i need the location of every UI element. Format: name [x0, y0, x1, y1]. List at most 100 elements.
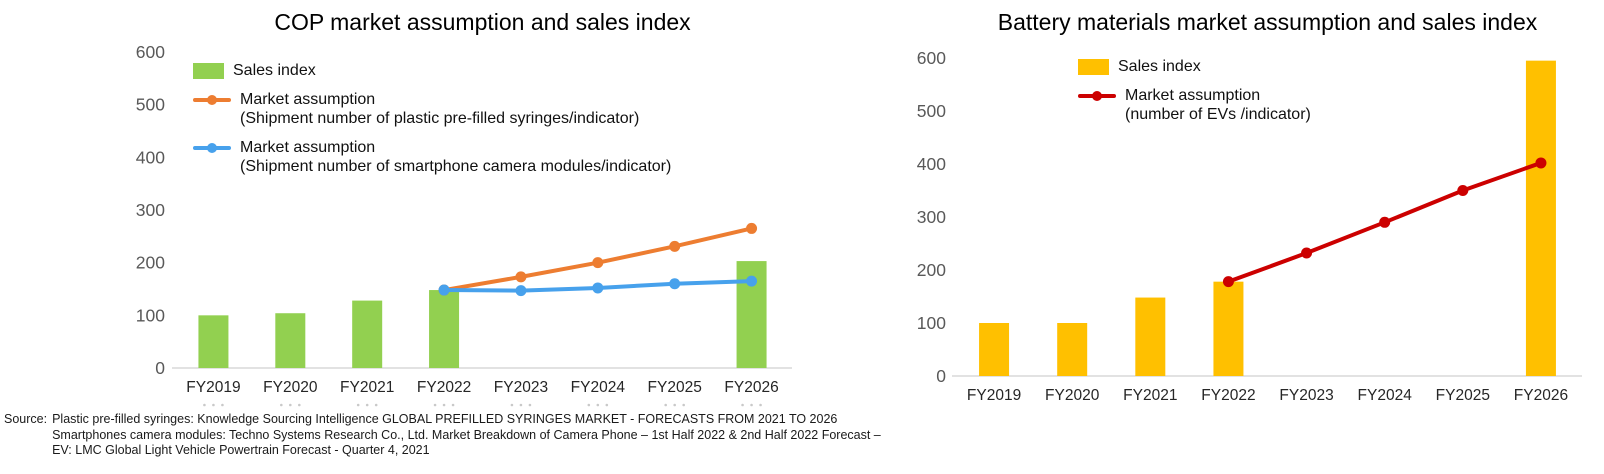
x-axis-category-label: FY2024: [571, 379, 626, 396]
legend-dot-icon: [207, 142, 217, 153]
legend-item-sales-index: Sales index: [193, 61, 671, 81]
x-axis-category-label: FY2023: [1279, 387, 1333, 404]
legend-label-line: (Shipment number of plastic pre-filled s…: [240, 110, 640, 127]
legend-line-marker-icon: [193, 90, 231, 109]
axis-label-dots: [664, 403, 667, 407]
legend-label-line: (Shipment number of smartphone camera mo…: [240, 158, 672, 175]
axis-label-dots: [741, 403, 744, 407]
y-axis-tick-label: 300: [917, 207, 946, 227]
line-marker: [669, 240, 681, 252]
line-marker: [746, 222, 758, 234]
x-axis-category-label: FY2025: [648, 379, 702, 396]
x-axis-category-label: FY2020: [1045, 387, 1100, 404]
line-marker: [592, 282, 604, 294]
y-axis-tick-label: 0: [936, 366, 946, 386]
axis-label-dots: [750, 403, 753, 407]
axis-label-dots: [374, 403, 378, 407]
axis-label-dots: [203, 403, 206, 407]
legend-bar-swatch-icon: [1078, 59, 1109, 75]
y-axis-tick-label: 200: [917, 260, 946, 280]
axis-label-dots: [212, 403, 215, 407]
y-axis-tick-label: 500: [917, 101, 946, 121]
x-axis-category-label: FY2022: [417, 379, 471, 396]
bar-fy2026: [1525, 60, 1556, 377]
line-marker: [1379, 216, 1391, 228]
legend-label-line: Market assumption: [240, 138, 376, 156]
x-axis-category-label: FY2022: [1201, 387, 1255, 404]
axis-label-dots: [510, 403, 514, 407]
source-label: Source:: [4, 412, 48, 426]
x-axis-category-label: FY2021: [1123, 387, 1177, 404]
axis-label-dots: [221, 403, 224, 407]
y-axis-tick-label: 400: [136, 147, 165, 167]
bar-fy2021: [352, 300, 383, 368]
axis-label-dots: [280, 403, 283, 407]
axis-label-dots: [519, 403, 523, 407]
bar-fy2019: [198, 315, 229, 368]
legend-label: Market assumption (Shipment number of sma…: [240, 138, 671, 177]
source-lines: Plastic pre-filled syringes: Knowledge S…: [52, 412, 881, 459]
legend-label-line: Sales index: [233, 62, 316, 79]
line-marker: [1535, 157, 1547, 169]
y-axis-tick-label: 0: [155, 358, 165, 378]
battery-chart-legend: Sales index Market assumption (number of E…: [1078, 57, 1311, 134]
cop-chart-title: COP market assumption and sales index: [274, 9, 691, 35]
x-axis-category-label: FY2023: [494, 379, 548, 396]
axis-label-dots: [759, 403, 762, 407]
legend-label-line: Sales index: [1118, 58, 1201, 75]
legend-label-line: Market assumption: [1125, 86, 1261, 104]
line-marker: [515, 271, 527, 283]
legend-label-line: Market assumption: [240, 90, 376, 108]
line-marker: [1301, 247, 1313, 259]
y-axis-tick-label: 200: [136, 253, 165, 273]
legend-label: Market assumption (number of EVs /indicat…: [1125, 86, 1311, 125]
y-axis-tick-label: 100: [136, 305, 165, 325]
axis-label-dots: [289, 403, 292, 407]
legend-line-marker-icon: [193, 138, 231, 157]
bar-fy2022: [1213, 281, 1244, 376]
axis-label-dots: [605, 403, 609, 407]
bar-fy2020: [1057, 323, 1088, 376]
x-axis-category-label: FY2024: [1358, 387, 1413, 404]
y-axis-tick-label: 300: [136, 200, 165, 220]
cop-chart-plot: 0 100 200 300 400 500 600 FY2019 FY2020 FY2021 FY2…: [136, 42, 792, 407]
bar-fy2021: [1135, 297, 1166, 376]
x-axis-category-label: FY2020: [263, 379, 318, 396]
source-line: EV: LMC Global Light Vehicle Powertrain …: [52, 443, 430, 457]
x-axis-category-label: FY2026: [1514, 387, 1568, 404]
bar-fy2022: [429, 290, 460, 368]
axis-label-dots: [356, 403, 360, 407]
axis-label-dots: [682, 403, 685, 407]
legend-bar-swatch-icon: [193, 63, 224, 79]
line-marker: [515, 285, 527, 297]
y-axis-tick-label: 400: [917, 154, 946, 174]
axis-label-dots: [451, 403, 455, 407]
x-axis-category-label: FY2019: [967, 387, 1021, 404]
x-axis-category-label: FY2021: [340, 379, 394, 396]
x-axis-category-label: FY2019: [186, 379, 240, 396]
y-axis-tick-label: 600: [917, 48, 946, 68]
legend-dot-icon: [207, 94, 217, 105]
battery-chart-title: Battery materials market assumption and …: [997, 9, 1538, 35]
legend-item-market-assumption: Market assumption (Shipment number of pla…: [193, 90, 671, 129]
legend-label: Sales index: [1118, 57, 1201, 77]
legend-line-marker-icon: [1078, 86, 1116, 105]
line-marker: [1222, 276, 1234, 288]
line-marker: [1457, 185, 1469, 196]
battery-chart: Battery materials market assumption and …: [880, 0, 1604, 474]
cop-chart: COP market assumption and sales index 0 1…: [136, 9, 792, 407]
axis-label-dots: [442, 403, 446, 407]
axis-label-dots: [528, 403, 532, 407]
axis-label-dots: [298, 403, 301, 407]
axis-label-dots: [596, 403, 600, 407]
y-axis-tick-label: 500: [136, 95, 165, 115]
axis-label-dots: [433, 403, 437, 407]
axis-label-dots: [587, 403, 591, 407]
legend-label: Sales index: [233, 61, 316, 81]
bar-fy2020: [275, 313, 306, 368]
x-axis-category-label: FY2025: [1436, 387, 1490, 404]
source-line: Smartphones camera modules: Techno Syste…: [52, 427, 881, 442]
line-marker: [592, 257, 604, 269]
y-axis-tick-label: 100: [917, 313, 946, 333]
